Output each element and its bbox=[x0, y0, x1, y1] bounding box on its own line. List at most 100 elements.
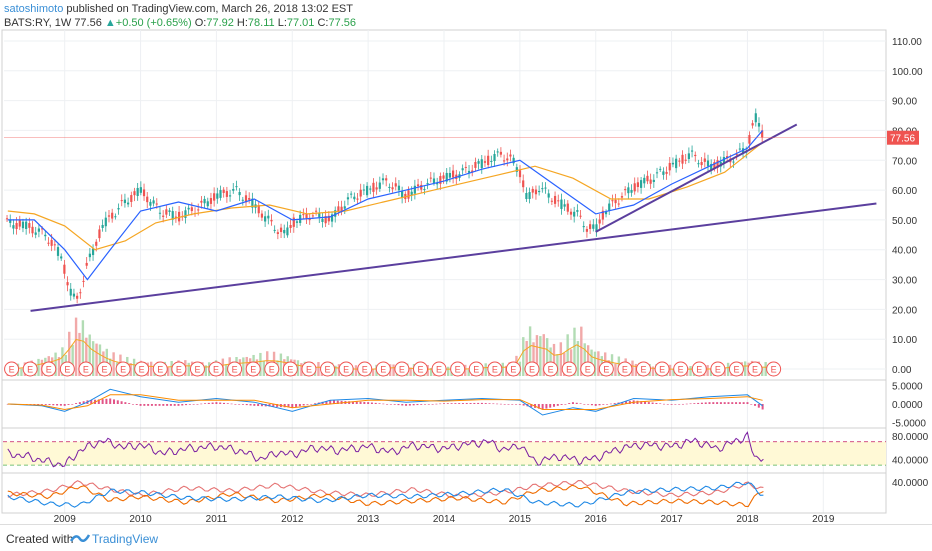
macd-histogram-bar bbox=[609, 403, 612, 405]
earnings-marker-icon: E bbox=[654, 361, 670, 377]
candle-body bbox=[413, 185, 416, 194]
earnings-marker-label: E bbox=[232, 365, 238, 375]
candle-body bbox=[598, 219, 601, 224]
earnings-marker-icon: E bbox=[115, 361, 131, 377]
macd-histogram-bar bbox=[443, 403, 445, 404]
earnings-marker-icon: E bbox=[543, 361, 559, 377]
candle-body bbox=[362, 189, 365, 191]
earnings-marker-icon: E bbox=[22, 361, 38, 377]
candle-body bbox=[142, 189, 146, 197]
candle-body bbox=[703, 158, 706, 162]
candle-body bbox=[155, 203, 158, 205]
volume-bar bbox=[81, 320, 85, 376]
macd-histogram-bar bbox=[537, 404, 540, 409]
macd-histogram-bar bbox=[241, 404, 244, 405]
candle-body bbox=[757, 123, 761, 127]
macd-histogram-bar bbox=[503, 404, 506, 405]
candle-body bbox=[741, 148, 745, 154]
macd-histogram-bar bbox=[689, 403, 692, 405]
candle-body bbox=[260, 213, 264, 218]
candle-body bbox=[690, 150, 694, 152]
candle-body bbox=[668, 162, 671, 171]
candle-body bbox=[5, 218, 9, 220]
volume-bar bbox=[464, 364, 467, 376]
volume-bar bbox=[392, 364, 395, 376]
candle-body bbox=[203, 198, 206, 204]
macd-histogram-bar bbox=[177, 404, 180, 406]
candle-body bbox=[477, 161, 480, 164]
volume-bar bbox=[98, 344, 102, 376]
volume-bar bbox=[95, 343, 98, 376]
macd-indicator: 5.0000 0.0000 -5.0000 bbox=[6, 382, 926, 429]
macd-histogram-bar bbox=[530, 404, 533, 408]
candle-body bbox=[15, 222, 18, 230]
rsi-indicator: 80.0000 40.0000 bbox=[3, 431, 929, 468]
candle-body bbox=[410, 191, 413, 196]
candle-body bbox=[423, 188, 426, 190]
macd-tick-label: 0.0000 bbox=[892, 400, 923, 411]
open-label: O: bbox=[194, 17, 207, 29]
macd-histogram-bar bbox=[37, 404, 40, 405]
candle-body bbox=[213, 193, 216, 201]
earnings-marker-label: E bbox=[9, 365, 15, 375]
publish-line: satoshimoto published on TradingView.com… bbox=[4, 2, 356, 16]
earnings-marker-circle bbox=[78, 361, 94, 377]
candle-body bbox=[512, 157, 515, 164]
candle-body bbox=[611, 200, 614, 202]
candle-body bbox=[687, 153, 690, 160]
created-with-text: Created with bbox=[6, 532, 74, 546]
macd-histogram-bar bbox=[454, 403, 457, 404]
osc-orange-line bbox=[7, 484, 764, 508]
earnings-marker-label: E bbox=[455, 365, 461, 375]
earnings-marker-label: E bbox=[492, 365, 498, 375]
candle-body bbox=[659, 168, 662, 170]
candle-body bbox=[60, 256, 63, 259]
candle-body bbox=[499, 151, 502, 155]
macd-tick-label: -5.0000 bbox=[892, 418, 926, 429]
author-link[interactable]: satoshimoto bbox=[4, 3, 64, 15]
candle-body bbox=[114, 216, 117, 218]
candle-body bbox=[270, 219, 273, 222]
earnings-marker-label: E bbox=[380, 365, 386, 375]
earnings-marker-label: E bbox=[771, 365, 777, 375]
candle-body bbox=[426, 183, 429, 185]
volume-bar bbox=[706, 365, 709, 376]
candle-body bbox=[620, 196, 624, 198]
grid bbox=[4, 30, 886, 513]
time-tick-label: 2011 bbox=[206, 514, 228, 524]
earnings-marker-label: E bbox=[715, 365, 721, 375]
earnings-marker-label: E bbox=[622, 365, 628, 375]
trendline bbox=[595, 123, 798, 233]
candle-body bbox=[244, 195, 248, 203]
macd-histogram-bar bbox=[700, 402, 703, 404]
earnings-marker-circle bbox=[412, 361, 428, 377]
macd-histogram-bar bbox=[211, 402, 214, 404]
price-value: 77.56 bbox=[74, 17, 102, 29]
tradingview-logo-icon[interactable] bbox=[70, 531, 90, 545]
earnings-marker-icon: E bbox=[264, 361, 280, 377]
macd-histogram-bar bbox=[97, 399, 100, 404]
candle-body bbox=[710, 163, 713, 171]
macd-histogram-bar bbox=[742, 402, 745, 404]
earnings-marker-icon: E bbox=[171, 361, 187, 377]
time-tick-label: 2009 bbox=[54, 514, 77, 524]
candle-body bbox=[432, 178, 436, 184]
candle-body bbox=[56, 247, 60, 256]
candle-body bbox=[639, 180, 643, 188]
candle-body bbox=[589, 224, 592, 229]
candle-body bbox=[480, 159, 483, 169]
candle-body bbox=[197, 209, 200, 211]
macd-histogram-bar bbox=[606, 404, 609, 405]
earnings-marker-icon: E bbox=[747, 361, 763, 377]
candle-body bbox=[538, 190, 541, 193]
macd-histogram-bar bbox=[723, 402, 726, 404]
earnings-marker-circle bbox=[189, 361, 205, 377]
price-tick-label: 60.00 bbox=[892, 186, 917, 197]
macd-histogram-bar bbox=[245, 404, 248, 406]
tradingview-link[interactable]: TradingView bbox=[92, 532, 159, 546]
candle-body bbox=[18, 220, 21, 227]
macd-histogram-bar bbox=[674, 404, 677, 405]
earnings-marker-icon: E bbox=[189, 361, 205, 377]
earnings-marker-circle bbox=[152, 361, 168, 377]
volume-bar bbox=[542, 334, 545, 376]
